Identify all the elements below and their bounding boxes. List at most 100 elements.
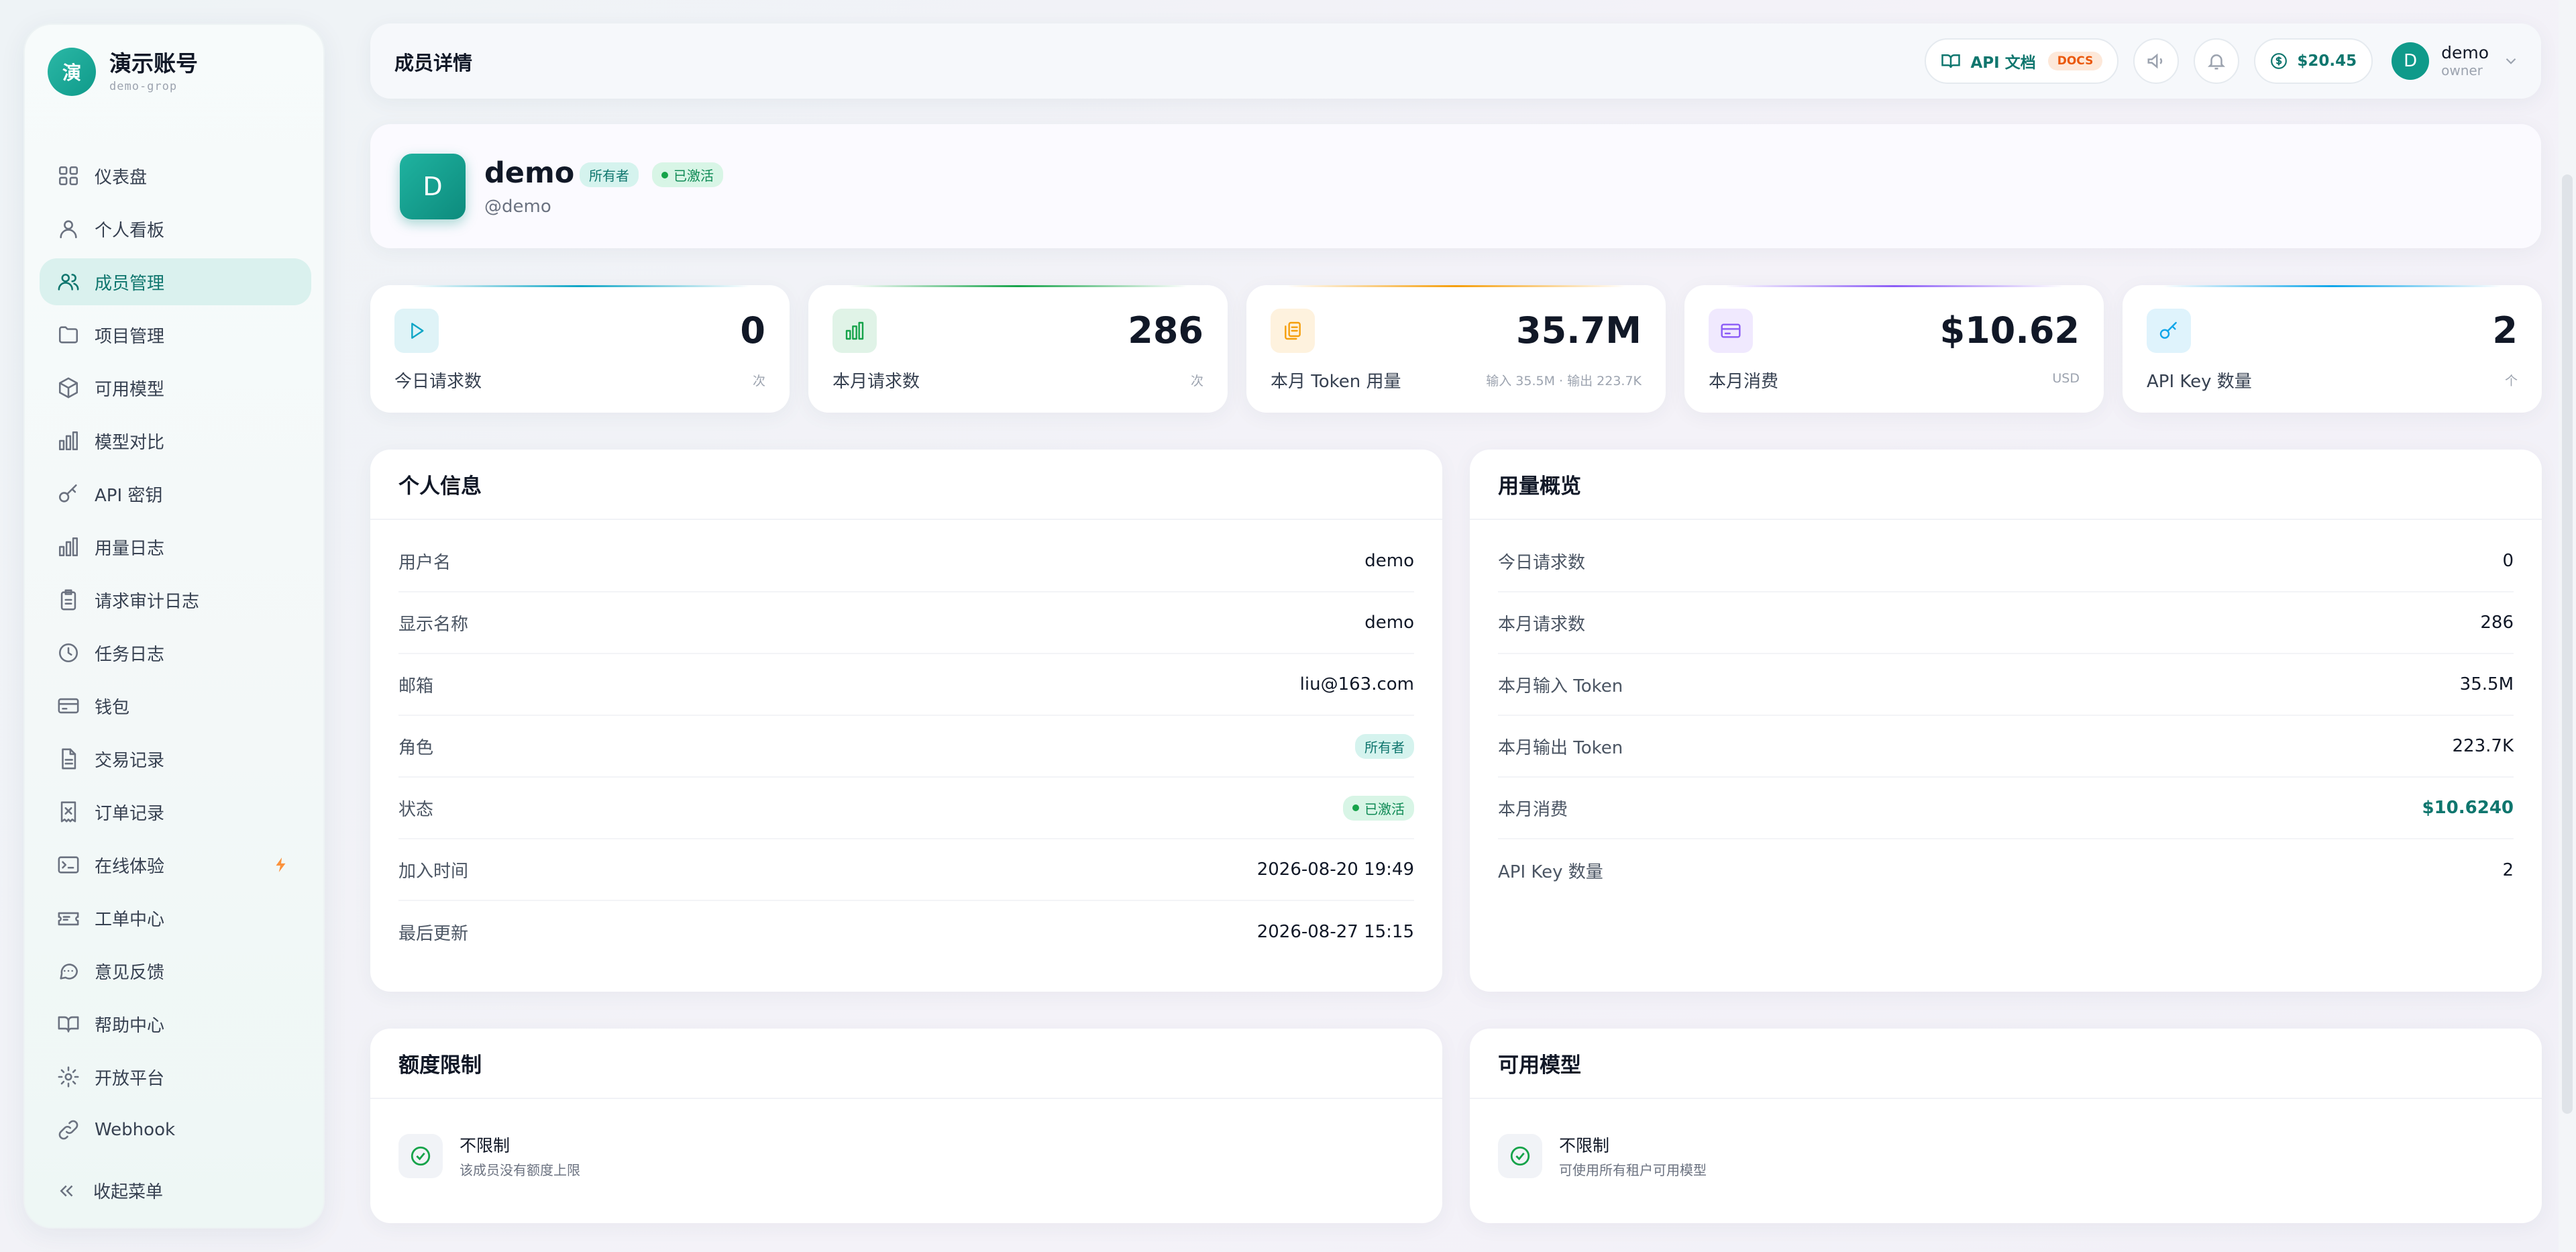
quota-card: 额度限制 不限制 该成员没有额度上限 xyxy=(370,1029,1442,1223)
topbar: 成员详情 API 文档 DOCS $20.45 D demo owner xyxy=(370,23,2541,99)
sidebar-item-label: 在线体验 xyxy=(95,856,165,877)
sidebar-item-label: 帮助中心 xyxy=(95,1015,165,1036)
sidebar-item-3[interactable]: 项目管理 xyxy=(40,311,311,358)
dollar-circle-icon xyxy=(2271,53,2288,69)
copy-icon xyxy=(1285,321,1301,340)
row-label: 邮箱 xyxy=(398,676,434,696)
stat-label: 本月消费 xyxy=(1709,372,1779,392)
sidebar-item-8[interactable]: 请求审计日志 xyxy=(40,576,311,623)
bar-chart-icon xyxy=(845,321,864,340)
chevron-down-icon xyxy=(2506,58,2516,64)
sidebar-item-15[interactable]: 意见反馈 xyxy=(40,947,311,994)
sidebar-item-1[interactable]: 个人看板 xyxy=(40,205,311,252)
profile-avatar: D xyxy=(400,154,466,219)
row-label: 用户名 xyxy=(398,552,451,573)
sidebar-item-label: 用量日志 xyxy=(95,538,165,559)
role-badge: 所有者 xyxy=(1355,733,1414,759)
stat-unit: 次 xyxy=(752,374,765,388)
sidebar-item-label: 钱包 xyxy=(95,697,130,718)
row-value: 223.7K xyxy=(2452,736,2514,756)
row-label: 本月消费 xyxy=(1498,799,1568,820)
quota-desc: 该成员没有额度上限 xyxy=(460,1162,580,1178)
user-menu[interactable]: D demo owner xyxy=(2392,42,2520,80)
sidebar-item-10[interactable]: 钱包 xyxy=(40,682,311,729)
row-value: $10.6240 xyxy=(2422,798,2514,818)
usage-overview-title: 用量概览 xyxy=(1470,450,2542,520)
sidebar-item-6[interactable]: API 密钥 xyxy=(40,470,311,517)
info-row: 今日请求数 0 xyxy=(1498,531,2514,592)
sidebar-item-label: 意见反馈 xyxy=(95,962,165,983)
sidebar-item-16[interactable]: 帮助中心 xyxy=(40,1000,311,1047)
sidebar-item-2[interactable]: 成员管理 xyxy=(40,258,311,305)
user-icon xyxy=(60,220,77,239)
info-row: 本月输入 Token 35.5M xyxy=(1498,654,2514,716)
chat-icon xyxy=(60,963,78,980)
usage-overview-card: 用量概览 今日请求数 0 本月请求数 286 本月输入 Token 35.5M 本月输出 T… xyxy=(1470,450,2542,992)
sidebar-item-label: 订单记录 xyxy=(95,803,165,824)
terminal-icon xyxy=(58,856,79,874)
sidebar-item-label: 工单中心 xyxy=(95,909,165,930)
row-label: 本月输入 Token xyxy=(1498,676,1623,696)
info-row: 邮箱 liu@163.com xyxy=(398,654,1414,716)
status-badge-label: 已激活 xyxy=(674,168,714,184)
key-icon xyxy=(58,484,77,503)
dashboard-icon xyxy=(58,166,78,186)
info-row: 本月请求数 286 xyxy=(1498,592,2514,654)
sidebar-item-13[interactable]: 在线体验 xyxy=(40,841,311,888)
user-role: owner xyxy=(2441,62,2483,79)
row-value: 2026-08-20 19:49 xyxy=(1256,859,1414,880)
sidebar-item-4[interactable]: 可用模型 xyxy=(40,364,311,411)
status-badge: 已激活 xyxy=(652,162,723,187)
sidebar-item-7[interactable]: 用量日志 xyxy=(40,523,311,570)
row-label: 状态 xyxy=(398,799,434,820)
profile-handle: @demo xyxy=(484,197,551,217)
stat-card: 2 API Key 数量 个 xyxy=(2123,285,2542,413)
sidebar-item-17[interactable]: 开放平台 xyxy=(40,1053,311,1100)
sidebar-item-18[interactable]: Webhook xyxy=(40,1106,311,1153)
profile-name: demo xyxy=(484,156,575,190)
scrollbar-thumb[interactable] xyxy=(2562,174,2573,1114)
docs-badge: DOCS xyxy=(2047,52,2103,70)
brand-sub: demo-grop xyxy=(109,79,178,93)
sidebar-item-11[interactable]: 交易记录 xyxy=(40,735,311,782)
stat-card: 0 今日请求数 次 xyxy=(370,285,790,413)
info-row: 状态 已激活 xyxy=(398,778,1414,839)
brand[interactable]: 演 演示账号 demo-grop xyxy=(48,48,198,96)
sidebar-item-label: 项目管理 xyxy=(95,326,165,347)
stat-card: 286 本月请求数 次 xyxy=(808,285,1228,413)
bell-icon xyxy=(2208,54,2226,70)
row-label: 本月请求数 xyxy=(1498,614,1586,635)
sidebar-item-12[interactable]: 订单记录 xyxy=(40,788,311,835)
megaphone-icon xyxy=(2147,53,2163,69)
api-docs-button[interactable]: API 文档 DOCS xyxy=(1925,38,2119,84)
row-label: 本月输出 Token xyxy=(1498,737,1623,758)
sidebar-item-9[interactable]: 任务日志 xyxy=(40,629,311,676)
stat-unit: 个 xyxy=(2504,374,2518,388)
sidebar-item-5[interactable]: 模型对比 xyxy=(40,417,311,464)
api-docs-label: API 文档 xyxy=(1970,54,2036,72)
models-desc: 可使用所有租户可用模型 xyxy=(1559,1162,1707,1178)
notifications-button[interactable] xyxy=(2194,38,2240,84)
info-row: 用户名 demo xyxy=(398,531,1414,592)
sidebar-item-14[interactable]: 工单中心 xyxy=(40,894,311,941)
collapse-menu-button[interactable]: 收起菜单 xyxy=(57,1178,163,1203)
balance-button[interactable]: $20.45 xyxy=(2254,38,2373,84)
row-label: 最后更新 xyxy=(398,923,469,944)
sidebar-item-label: 可用模型 xyxy=(95,379,165,400)
info-row: 本月消费 $10.6240 xyxy=(1498,778,2514,839)
sidebar-item-label: 个人看板 xyxy=(95,220,165,241)
announcement-button[interactable] xyxy=(2133,38,2180,84)
card-icon xyxy=(1721,323,1741,338)
sidebar-item-label: 成员管理 xyxy=(95,273,165,294)
scrollbar[interactable] xyxy=(2559,0,2576,1252)
avatar: D xyxy=(2392,42,2430,80)
folder-icon xyxy=(58,326,78,344)
row-label: 显示名称 xyxy=(398,614,469,635)
sidebar-item-0[interactable]: 仪表盘 xyxy=(40,152,311,199)
stat-value: $10.62 xyxy=(1939,309,2080,352)
sidebar-nav: 仪表盘个人看板成员管理项目管理可用模型模型对比 API 密钥用量日志请求审计日志任… xyxy=(40,152,311,1159)
clock-icon xyxy=(58,643,78,663)
sidebar-item-label: Webhook xyxy=(95,1120,176,1140)
info-row: 加入时间 2026-08-20 19:49 xyxy=(398,839,1414,901)
cube-icon xyxy=(58,377,78,399)
